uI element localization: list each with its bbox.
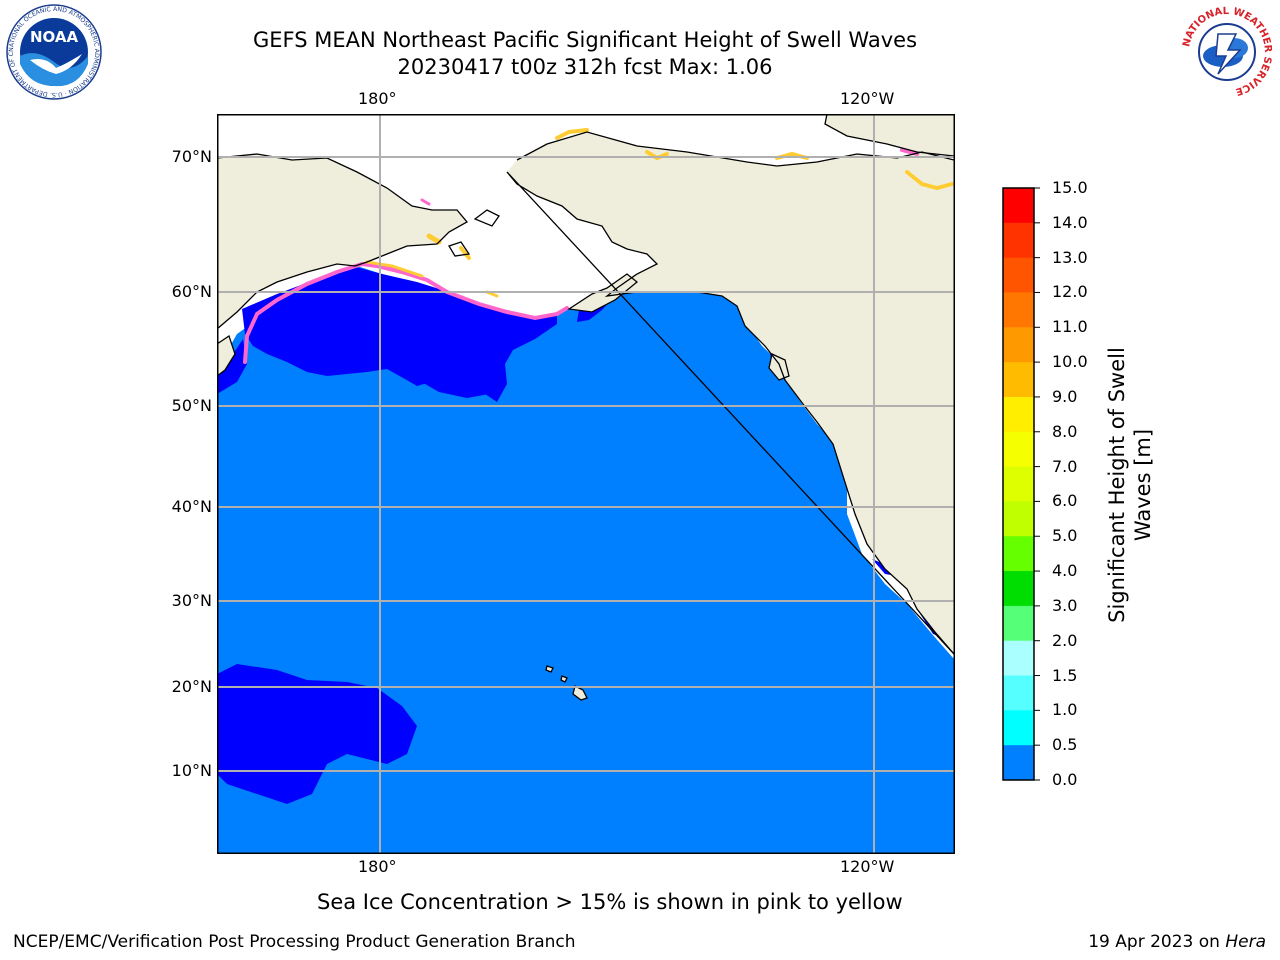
colorbar-label: 7.0: [1052, 456, 1078, 476]
colorbar: [1002, 187, 1040, 781]
colorbar-cell: [1003, 327, 1034, 363]
colorbar-cell: [1003, 362, 1034, 398]
lat-tick-40n: 40°N: [171, 497, 212, 516]
colorbar-label: 13.0: [1052, 247, 1088, 267]
footer-date-text: 19 Apr 2023 on: [1088, 932, 1226, 952]
colorbar-label: 6.0: [1052, 491, 1078, 511]
colorbar-cell: [1003, 745, 1034, 781]
map-panel: [217, 114, 955, 854]
lon-tick-bottom-180: 180°: [358, 857, 397, 876]
colorbar-label: 0.0: [1052, 770, 1078, 789]
lat-tick-10n: 10°N: [171, 761, 212, 780]
footer-host: Hera: [1225, 932, 1266, 952]
colorbar-cell: [1003, 292, 1034, 328]
noaa-logo-text: NOAA: [30, 28, 79, 46]
footer-credit: NCEP/EMC/Verification Post Processing Pr…: [13, 932, 576, 952]
plot-title: GEFS MEAN Northeast Pacific Significant …: [252, 28, 918, 52]
map-frame: [217, 114, 955, 854]
colorbar-cell: [1003, 431, 1034, 468]
colorbar-cell: [1003, 466, 1034, 502]
lat-tick-30n: 30°N: [171, 591, 212, 610]
land-masses: [217, 114, 954, 700]
colorbar-cell: [1003, 675, 1034, 711]
colorbar-cell: [1003, 710, 1034, 746]
graticule: [217, 114, 954, 853]
plot-subtitle: 20230417 t00z 312h fcst Max: 1.06: [397, 55, 773, 79]
colorbar-label: 5.0: [1052, 526, 1078, 546]
colorbar-label: 8.0: [1052, 421, 1078, 441]
lat-tick-50n: 50°N: [171, 396, 212, 415]
colorbar-cell: [1003, 605, 1034, 642]
lat-tick-20n: 20°N: [171, 677, 212, 696]
colorbar-label: 14.0: [1052, 212, 1088, 232]
colorbar-cell: [1003, 640, 1034, 677]
nws-logo: NATIONAL WEATHER SERVICE: [1180, 5, 1274, 99]
lon-tick-top-180: 180°: [358, 89, 397, 108]
colorbar-label: 9.0: [1052, 386, 1078, 406]
colorbar-label: 10.0: [1052, 352, 1088, 372]
colorbar-cell: [1003, 222, 1034, 259]
colorbar-label: 1.0: [1052, 700, 1078, 720]
lat-tick-70n: 70°N: [171, 147, 212, 166]
noaa-logo: NATIONAL OCEANIC AND ATMOSPHERIC ADMINIS…: [6, 4, 102, 100]
colorbar-cell: [1003, 536, 1034, 572]
colorbar-label: 3.0: [1052, 595, 1078, 615]
footer-date: 19 Apr 2023 on Hera: [1088, 932, 1266, 952]
colorbar-title: Significant Height of Swell Waves [m]: [1105, 347, 1155, 623]
colorbar-cell: [1003, 257, 1034, 293]
lon-tick-top-120w: 120°W: [840, 89, 895, 108]
colorbar-cell: [1003, 396, 1034, 433]
lat-tick-60n: 60°N: [171, 282, 212, 301]
colorbar-label: 12.0: [1052, 282, 1088, 302]
low-swell-patches: [217, 266, 947, 804]
lon-tick-bottom-120w: 120°W: [840, 857, 895, 876]
colorbar-cell: [1003, 501, 1034, 537]
colorbar-label: 15.0: [1052, 178, 1088, 197]
colorbar-label: 11.0: [1052, 317, 1088, 337]
colorbar-cell: [1003, 188, 1034, 224]
colorbar-label: 2.0: [1052, 630, 1078, 650]
sea-ice-caption: Sea Ice Concentration > 15% is shown in …: [317, 890, 903, 914]
colorbar-cell: [1003, 571, 1034, 607]
colorbar-label: 0.5: [1052, 735, 1078, 755]
colorbar-label: 1.5: [1052, 665, 1078, 685]
colorbar-label: 4.0: [1052, 561, 1078, 581]
